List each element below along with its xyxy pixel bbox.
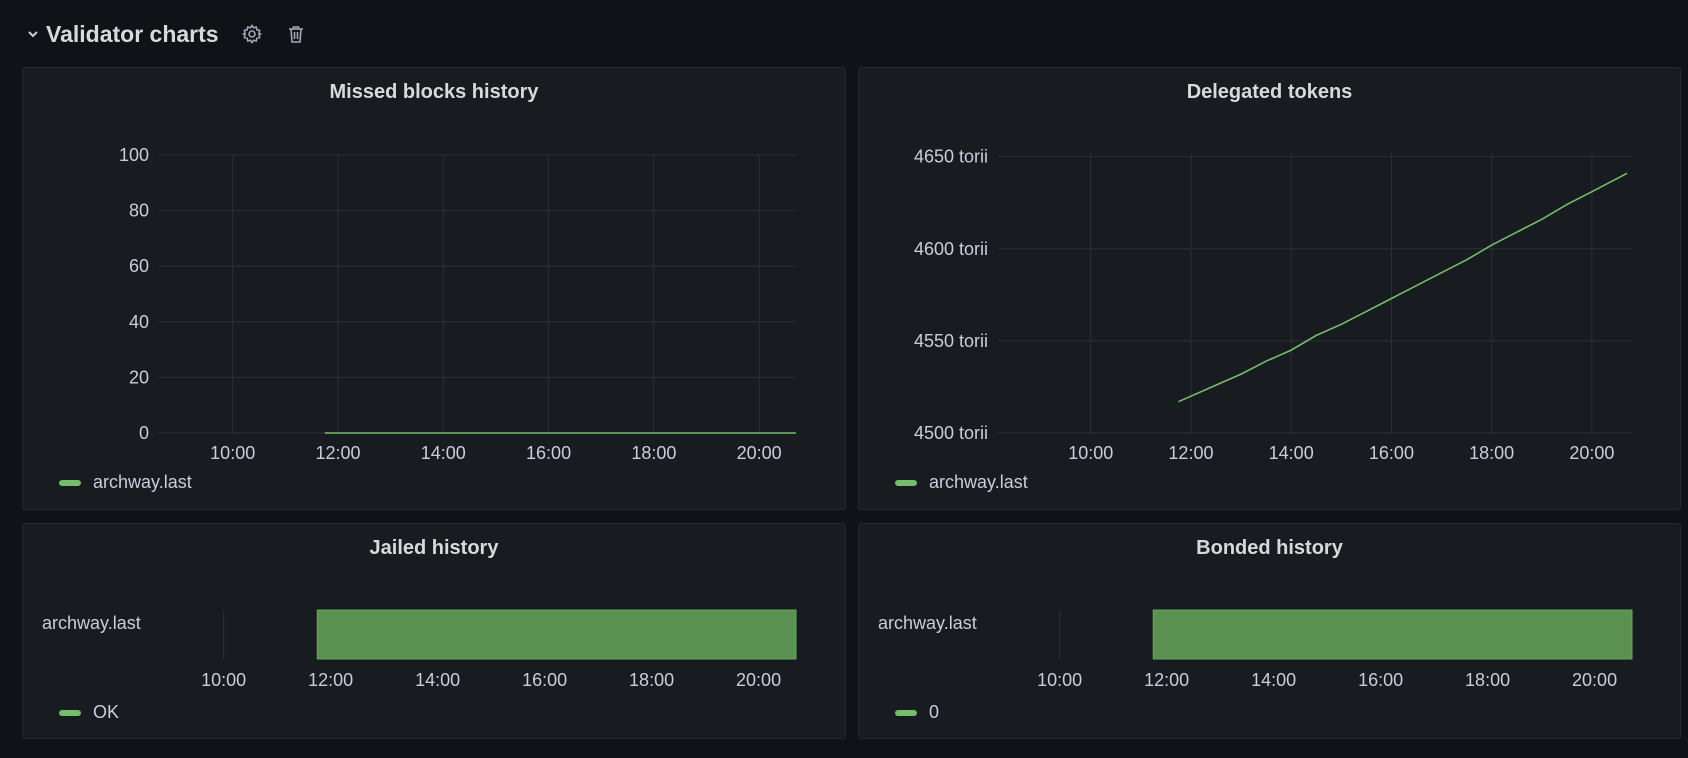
chevron-down-icon[interactable] bbox=[24, 25, 42, 43]
x-tick-label: 16:00 bbox=[522, 670, 567, 690]
state-segment bbox=[1152, 609, 1633, 660]
state-segment bbox=[316, 609, 797, 660]
y-tick-label: 4650 torii bbox=[914, 147, 988, 167]
y-tick-label: 100 bbox=[119, 145, 149, 165]
y-tick-label: 0 bbox=[139, 423, 149, 443]
x-tick-label: 12:00 bbox=[308, 670, 353, 690]
series-line bbox=[1178, 172, 1628, 403]
y-tick-label: 40 bbox=[129, 312, 149, 332]
x-tick-label: 16:00 bbox=[526, 443, 571, 463]
panel-jailed-history: Jailed history archway.last 10:00 12:00 14… bbox=[22, 523, 846, 739]
legend-color-swatch bbox=[59, 479, 81, 486]
y-tick-label: 4500 torii bbox=[914, 423, 988, 443]
legend-color-swatch bbox=[895, 479, 917, 486]
x-tick-label: 14:00 bbox=[415, 670, 460, 690]
x-tick-label: 10:00 bbox=[1037, 670, 1082, 690]
delegated-tokens-chart: 4500 torii 4550 torii 4600 torii 4650 torii… bbox=[914, 147, 1632, 463]
panel-title[interactable]: Bonded history bbox=[1196, 537, 1343, 559]
y-tick-label: 80 bbox=[129, 201, 149, 221]
trash-icon[interactable] bbox=[285, 23, 307, 45]
y-tick-label: 4550 torii bbox=[914, 331, 988, 351]
y-tick-label: 60 bbox=[129, 256, 149, 276]
x-tick-label: 14:00 bbox=[1251, 670, 1296, 690]
panel-title[interactable]: Missed blocks history bbox=[329, 81, 539, 103]
legend-label: archway.last bbox=[93, 472, 192, 492]
x-tick-label: 10:00 bbox=[1068, 443, 1113, 463]
x-tick-label: 10:00 bbox=[201, 670, 246, 690]
gear-icon[interactable] bbox=[241, 23, 263, 45]
x-tick-label: 20:00 bbox=[1572, 670, 1617, 690]
legend-item[interactable]: archway.last bbox=[59, 472, 192, 493]
x-tick-label: 10:00 bbox=[210, 443, 255, 463]
x-tick-label: 14:00 bbox=[421, 443, 466, 463]
legend-color-swatch bbox=[895, 709, 917, 716]
missed-blocks-chart: 0 20 40 60 80 100 10:00 12:00 14:00 16:00 18:00 20:… bbox=[119, 145, 796, 463]
dashboard-row-header: Validator charts bbox=[24, 16, 307, 52]
x-tick-label: 12:00 bbox=[1144, 670, 1189, 690]
x-tick-label: 12:00 bbox=[315, 443, 360, 463]
jailed-state-timeline: 10:00 12:00 14:00 16:00 18:00 20:00 bbox=[201, 609, 797, 690]
legend-label: archway.last bbox=[929, 472, 1028, 492]
legend-label: OK bbox=[93, 702, 120, 722]
x-tick-label: 14:00 bbox=[1269, 443, 1314, 463]
panel-missed-blocks: Missed blocks history 0 20 40 60 80 100 10:00 1… bbox=[22, 67, 846, 510]
y-tick-label: 20 bbox=[129, 367, 149, 387]
x-tick-label: 18:00 bbox=[1469, 443, 1514, 463]
legend-item[interactable]: 0 bbox=[895, 702, 939, 723]
x-tick-label: 16:00 bbox=[1369, 443, 1414, 463]
state-row-label: archway.last bbox=[878, 613, 977, 633]
bonded-state-timeline: 10:00 12:00 14:00 16:00 18:00 20:00 bbox=[1037, 609, 1633, 690]
x-tick-label: 18:00 bbox=[1465, 670, 1510, 690]
row-title[interactable]: Validator charts bbox=[46, 20, 219, 47]
x-tick-label: 20:00 bbox=[1569, 443, 1614, 463]
x-tick-label: 18:00 bbox=[629, 670, 674, 690]
x-tick-label: 20:00 bbox=[736, 670, 781, 690]
legend-item[interactable]: OK bbox=[59, 702, 119, 723]
legend-label: 0 bbox=[929, 702, 940, 722]
y-tick-label: 4600 torii bbox=[914, 239, 988, 259]
panel-title[interactable]: Delegated tokens bbox=[1186, 81, 1353, 103]
legend-item[interactable]: archway.last bbox=[895, 472, 1028, 493]
legend-color-swatch bbox=[59, 709, 81, 716]
x-tick-label: 18:00 bbox=[631, 443, 676, 463]
panel-bonded-history: Bonded history archway.last 10:00 12:00 14… bbox=[858, 523, 1681, 739]
panel-title[interactable]: Jailed history bbox=[369, 537, 499, 559]
x-tick-label: 16:00 bbox=[1358, 670, 1403, 690]
state-row-label: archway.last bbox=[42, 613, 141, 633]
panel-delegated-tokens: Delegated tokens 4500 torii 4550 torii 460… bbox=[858, 67, 1681, 510]
x-tick-label: 12:00 bbox=[1168, 443, 1213, 463]
x-tick-label: 20:00 bbox=[737, 443, 782, 463]
